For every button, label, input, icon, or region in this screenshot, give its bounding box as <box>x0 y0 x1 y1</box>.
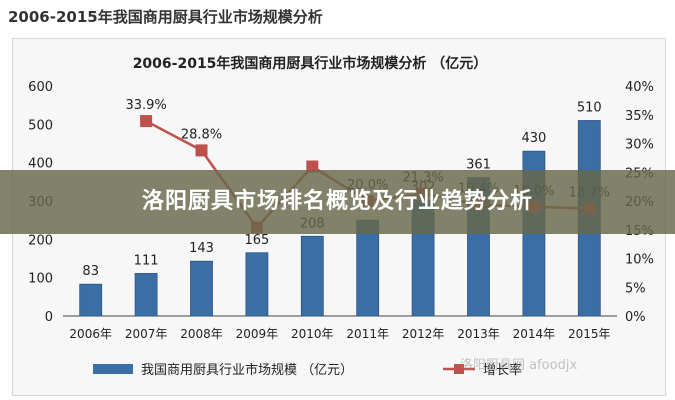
watermark: 洛阳厨具网 afoodjx <box>460 358 578 373</box>
x-tick-label: 2015年 <box>568 327 611 341</box>
y-left-tick-label: 600 <box>28 80 53 95</box>
x-tick-label: 2010年 <box>291 327 334 341</box>
bar-value-label: 143 <box>189 241 214 256</box>
bar-value-label: 510 <box>577 101 602 116</box>
bar-value-label: 111 <box>134 253 159 268</box>
y-left-tick-label: 500 <box>28 118 53 133</box>
x-tick-label: 2008年 <box>180 327 223 341</box>
y-right-tick-label: 0% <box>625 310 646 325</box>
legend-swatch-market-size <box>93 364 133 374</box>
growth-rate-label: 33.9% <box>125 98 166 113</box>
banner-text: 洛阳厨具市场排名概览及行业趋势分析 <box>141 189 533 214</box>
legend-label-market-size: 我国商用厨具行业市场规模 （亿元） <box>141 362 353 378</box>
x-tick-label: 2011年 <box>346 327 389 341</box>
x-tick-label: 2014年 <box>513 327 556 341</box>
x-tick-label: 2009年 <box>236 327 279 341</box>
title-banner: 洛阳厨具市场排名概览及行业趋势分析 <box>0 170 675 234</box>
y-right-tick-label: 35% <box>625 109 654 124</box>
bar-value-label: 165 <box>244 233 269 248</box>
legend-marker-growth-rate <box>454 364 464 374</box>
x-tick-label: 2013年 <box>457 327 500 341</box>
y-left-tick-label: 100 <box>28 272 53 287</box>
bar-value-label: 361 <box>466 158 491 173</box>
growth-rate-point <box>140 115 153 128</box>
bar <box>134 273 158 317</box>
y-right-tick-label: 40% <box>625 80 654 95</box>
x-tick-label: 2006年 <box>69 327 112 341</box>
x-tick-label: 2012年 <box>402 327 445 341</box>
y-left-tick-label: 200 <box>28 233 53 248</box>
bar-value-label: 83 <box>82 264 99 279</box>
y-left-tick-label: 0 <box>45 310 53 325</box>
outer-title: 2006-2015年我国商用厨具行业市场规模分析 <box>8 8 323 26</box>
bar <box>245 252 269 317</box>
bar-value-label: 430 <box>521 131 546 146</box>
growth-rate-point <box>195 144 208 157</box>
x-tick-label: 2007年 <box>125 327 168 341</box>
legend-label-growth-rate: 增长率 <box>483 362 522 378</box>
bar <box>300 235 324 317</box>
growth-rate-label: 28.8% <box>181 127 222 142</box>
bar <box>79 283 103 317</box>
growth-rate-point <box>306 160 319 173</box>
bar <box>356 219 380 317</box>
y-right-tick-label: 30% <box>625 138 654 153</box>
y-left-tick-label: 400 <box>28 157 53 172</box>
bar <box>190 260 213 317</box>
chart-title: 2006-2015年我国商用厨具行业市场规模分析 （亿元） <box>133 55 488 72</box>
y-right-tick-label: 10% <box>625 253 654 268</box>
y-right-tick-label: 5% <box>625 281 646 296</box>
